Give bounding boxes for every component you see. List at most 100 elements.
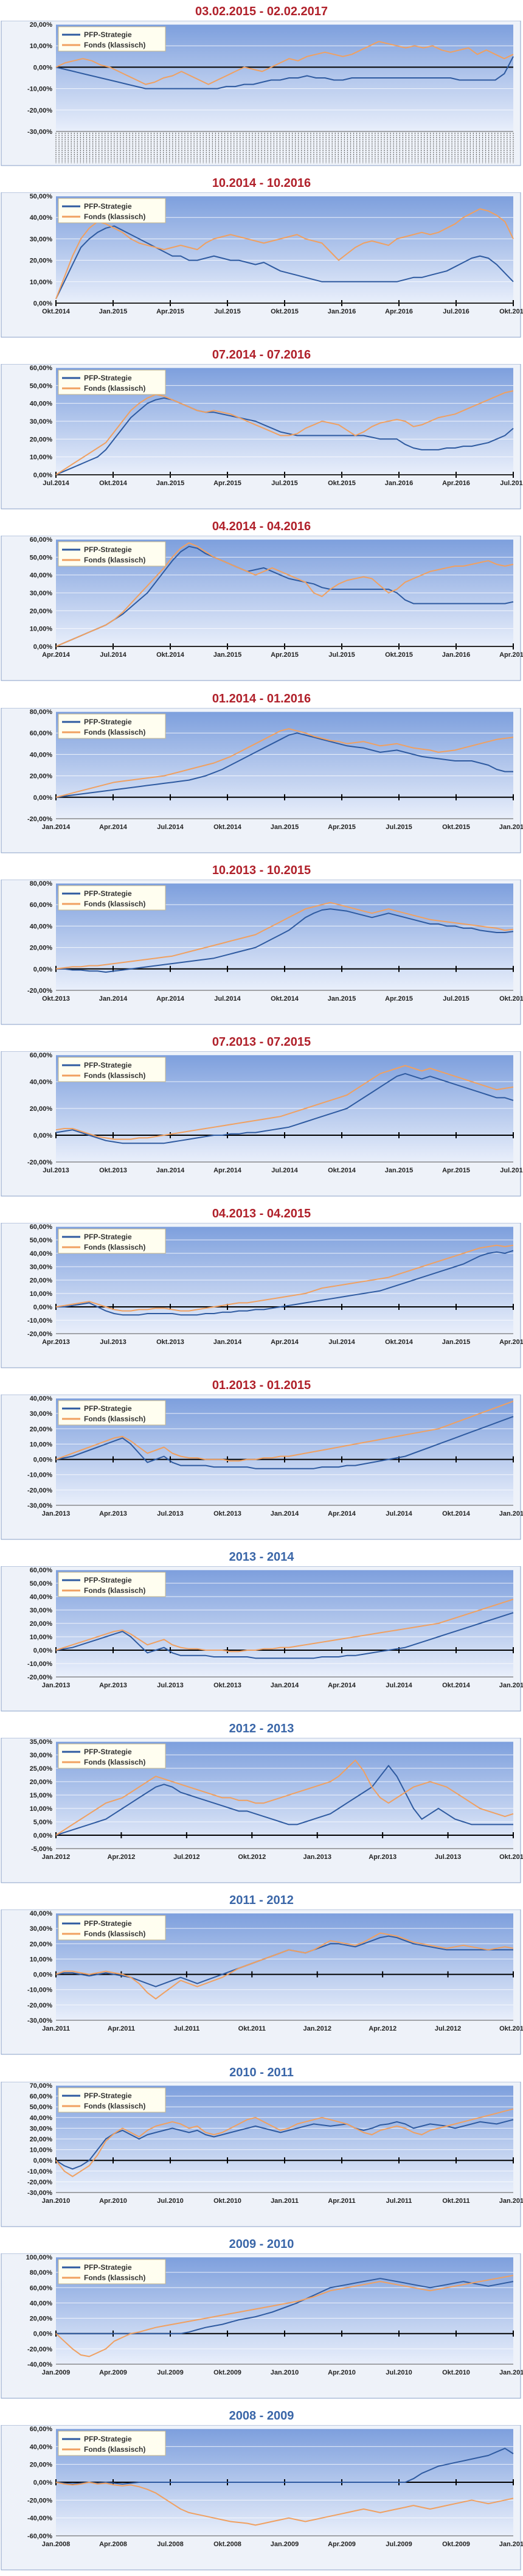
x-tick-label: Jan.2010	[42, 2197, 70, 2205]
x-tick-label: Jul.2014	[214, 995, 241, 1003]
y-tick-label: -20,00%	[27, 2346, 52, 2353]
series-line-strategy	[56, 908, 514, 973]
legend-label-fund: Fonds (klassisch)	[84, 41, 145, 49]
chart-svg: -20,00% 0,00% 20,00% 40,00% 60,00% 80,00% Okt.…	[1, 879, 523, 1025]
series-line-fund	[55, 2108, 514, 2177]
x-tick-label: Jul.2014	[100, 651, 126, 659]
x-tick-label: Apr.2015	[156, 308, 184, 315]
y-tick-label: -10,00%	[27, 2168, 52, 2175]
chart-title: 07.2014 - 07.2016	[212, 348, 311, 362]
x-tick-label: Jan.2015	[271, 824, 299, 831]
x-tick-label: Okt.2013	[42, 995, 70, 1003]
y-tick-label: -20,00%	[27, 2179, 52, 2186]
y-tick-label: -10,00%	[27, 1472, 52, 1479]
x-tick-label: Okt.2013	[213, 1682, 241, 1689]
chart-svg: -5,00% 0,00% 5,00% 10,00% 15,00% 20,00% 25,00%…	[1, 1738, 523, 1883]
x-tick-label: Jan.2014	[42, 824, 71, 831]
y-tick-label: -20,00%	[27, 1487, 52, 1494]
y-tick-label: 40,00%	[30, 923, 53, 930]
y-tick-label: 20,00%	[30, 944, 53, 951]
x-tick-label: Okt.2014	[442, 1682, 471, 1689]
legend-label-fund: Fonds (klassisch)	[84, 2445, 145, 2454]
x-tick-label: Jul.2013	[157, 1510, 183, 1517]
x-tick-label: Jul.2013	[435, 1853, 461, 1861]
y-tick-label: 0,00%	[33, 2330, 52, 2337]
chart-block: 01.2014 - 01.2016 -20,00% 0,00% 20,00% 40,00…	[0, 687, 523, 859]
y-tick-label: -10,00%	[27, 1317, 52, 1325]
legend-label-strategy: PFP-Strategie	[84, 1061, 132, 1069]
y-tick-label: 0,00%	[33, 1304, 52, 1311]
x-tick-label: Okt.2009	[213, 2369, 241, 2376]
x-tick-label: Apr.2015	[271, 651, 299, 659]
y-tick-label: 20,00%	[30, 21, 53, 29]
y-tick-label: 0,00%	[33, 965, 52, 973]
chart-title: 01.2014 - 01.2016	[212, 691, 311, 705]
legend-label-fund: Fonds (klassisch)	[84, 2102, 145, 2110]
x-tick-label: Apr.2008	[99, 2541, 127, 2548]
x-tick-label: Jan.2012	[499, 2197, 523, 2205]
legend-box	[58, 2087, 166, 2113]
series-line-strategy	[55, 56, 514, 89]
x-tick-label: Apr.2011	[108, 2025, 135, 2032]
chart-svg: -20,00% -10,00% 0,00% 10,00% 20,00% 30,00% 40,…	[1, 1222, 523, 1368]
chart-title: 2010 - 2011	[229, 2065, 294, 2079]
x-tick-label: Okt.2010	[442, 2369, 470, 2376]
y-tick-label: 40,00%	[30, 2114, 53, 2121]
y-tick-label: 20,00%	[30, 772, 53, 780]
x-tick-label: Okt.2015	[271, 308, 299, 315]
x-tick-label: Jan.2015	[499, 1510, 523, 1517]
y-tick-label: 10,00%	[30, 1441, 53, 1448]
legend-box	[58, 885, 166, 911]
chart-title: 04.2013 - 04.2015	[212, 1206, 311, 1220]
chart-title: 04.2014 - 04.2016	[212, 520, 311, 534]
x-tick-label: Jan.2015	[499, 1682, 523, 1689]
y-tick-label: -20,00%	[27, 816, 52, 823]
y-tick-label: 80,00%	[30, 2269, 53, 2277]
x-tick-label: Okt.2016	[499, 308, 523, 315]
y-tick-label: 5,00%	[33, 1819, 52, 1826]
chart-block: 2011 - 2012 -30,00% -20,00% -10,00% 0,00% 10,…	[0, 1889, 523, 2060]
chart-block: 2010 - 2011 -30,00% -20,00% -10,00% 0,00% 10,…	[0, 2061, 523, 2233]
y-tick-label: 30,00%	[30, 418, 53, 425]
x-tick-label: Jul.2011	[173, 2025, 199, 2032]
chart-title: 10.2014 - 10.2016	[212, 177, 311, 191]
y-tick-label: 40,00%	[30, 214, 53, 222]
legend-box	[58, 198, 166, 223]
legend-label-fund: Fonds (klassisch)	[84, 1071, 145, 1080]
x-tick-label: Apr.2009	[328, 2541, 356, 2548]
y-tick-label: 60,00%	[30, 2093, 53, 2100]
y-tick-label: 50,00%	[30, 193, 53, 200]
x-tick-label: Jul.2016	[443, 308, 469, 315]
series-line-fund	[55, 208, 514, 299]
chart-svg: -30,00% -20,00% -10,00% 0,00% 10,00% 20,00% 30…	[1, 1909, 523, 2055]
legend-label-strategy: PFP-Strategie	[84, 2263, 132, 2272]
legend-label-strategy: PFP-Strategie	[84, 718, 132, 726]
y-tick-label: -10,00%	[27, 1661, 52, 1668]
y-tick-label: 35,00%	[30, 1738, 53, 1746]
y-tick-label: 20,00%	[30, 1620, 53, 1628]
series-line-fund	[55, 390, 514, 476]
y-tick-label: 30,00%	[30, 236, 53, 243]
y-tick-label: 50,00%	[30, 1237, 53, 1244]
x-tick-label: Jan.2014	[271, 1682, 299, 1689]
legend-label-strategy: PFP-Strategie	[84, 889, 132, 898]
y-tick-label: 0,00%	[33, 1132, 52, 1139]
x-tick-label: Jan.2015	[328, 995, 356, 1003]
series-line-strategy	[55, 225, 514, 299]
y-tick-label: 60,00%	[30, 2426, 53, 2433]
y-tick-label: 25,00%	[30, 1765, 53, 1773]
x-tick-label: Jan.2015	[156, 480, 184, 487]
x-tick-label: Jul.2008	[157, 2541, 183, 2548]
series-line-strategy	[55, 1073, 514, 1144]
y-tick-label: 20,00%	[30, 2462, 53, 2469]
y-tick-label: 0,00%	[33, 2479, 52, 2487]
x-tick-label: Jan.2010	[271, 2369, 299, 2376]
x-tick-label: Okt.2014	[271, 995, 299, 1003]
y-tick-label: 10,00%	[30, 279, 53, 286]
x-tick-label: Jul.2015	[214, 308, 240, 315]
chart-title: 2011 - 2012	[229, 1894, 294, 1908]
y-tick-label: 0,00%	[33, 794, 52, 801]
y-tick-label: 30,00%	[30, 1410, 53, 1418]
